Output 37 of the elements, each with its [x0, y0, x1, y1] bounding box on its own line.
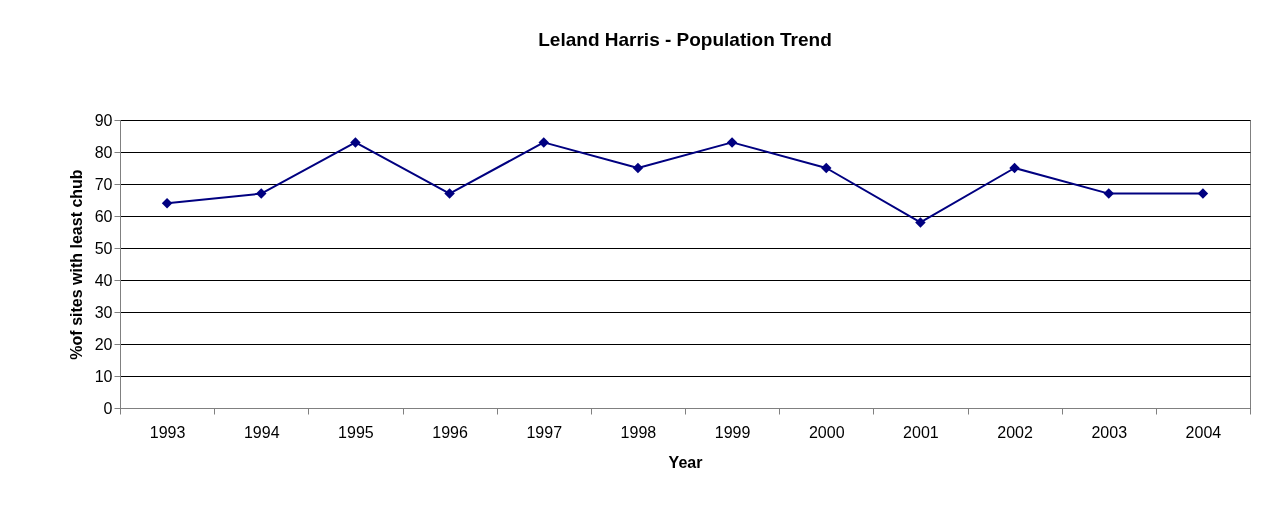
x-tick-label: 2001 — [903, 423, 939, 441]
point — [821, 162, 832, 174]
x-tick-label: 1995 — [338, 423, 374, 441]
y-tick-label: 50 — [94, 239, 113, 257]
point — [1197, 188, 1209, 199]
y-tick-label: 80 — [94, 143, 113, 161]
point — [1103, 188, 1114, 199]
x-axis-title: Year — [668, 453, 703, 471]
x-tick-label: 1994 — [243, 423, 280, 441]
chart-title: Leland Harris - Population Trend — [538, 29, 832, 50]
y-tick-label: 0 — [103, 399, 113, 417]
x-tick-label: 2002 — [997, 423, 1033, 441]
x-tick-label: 1993 — [149, 423, 186, 441]
point — [350, 137, 361, 148]
point — [161, 197, 173, 209]
x-tick-label: 2004 — [1185, 423, 1222, 441]
point — [915, 217, 926, 228]
x-tick-label: 1998 — [620, 423, 657, 441]
x-tick-label: 1999 — [714, 423, 751, 441]
x-tick-label: 1996 — [432, 423, 468, 441]
point — [1009, 162, 1020, 174]
y-tick-label: 30 — [94, 303, 113, 321]
y-tick-label: 20 — [94, 335, 113, 353]
point — [444, 188, 455, 199]
y-tick-label: 60 — [94, 207, 113, 225]
y-tick-label: 40 — [94, 271, 113, 289]
point — [256, 188, 267, 199]
y-tick-label: 10 — [94, 367, 113, 385]
x-tick-label: 2000 — [808, 423, 845, 441]
point — [726, 137, 738, 148]
y-tick-label: 70 — [94, 175, 113, 193]
x-tick-label: 1997 — [526, 423, 563, 441]
y-axis-title: %of sites with least chub — [67, 169, 85, 360]
x-tick-label: 2003 — [1091, 423, 1128, 441]
point — [538, 137, 549, 148]
y-tick-label: 90 — [94, 111, 113, 129]
point — [632, 162, 644, 174]
